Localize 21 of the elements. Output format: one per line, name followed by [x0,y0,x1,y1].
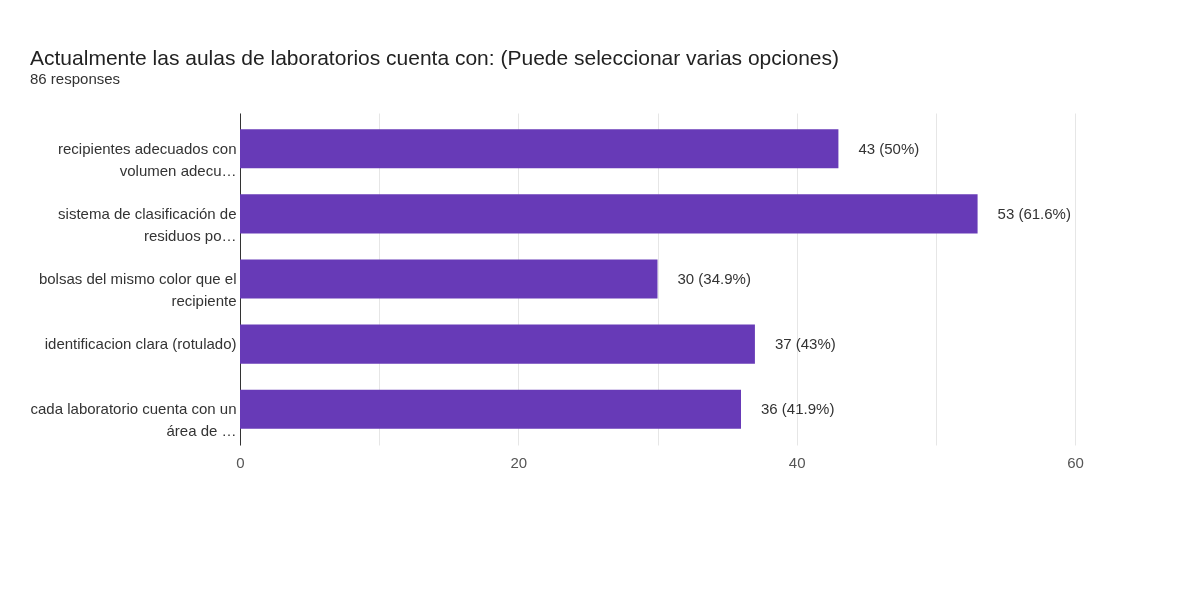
bar [240,194,978,234]
y-tick-label: bolsas del mismo color que el recipiente [38,270,237,309]
data-label: 30 (34.9%) [677,270,751,287]
y-tick-label: sistema de clasificación de residuos po… [58,204,237,244]
chart-title: Actualmente las aulas de laboratorios cuenta con: (Puede seleccionar varias opciones) [30,46,839,69]
data-label: 36 (41.9%) [761,400,835,418]
bar [240,259,658,299]
text: 86 responses [30,70,121,87]
x-tick-label: 60 [1067,453,1084,471]
x-tick-label: 0 [236,453,245,471]
data-label: 43 (50%) [858,139,920,157]
data-label: 53 (61.6%) [997,204,1071,222]
bar [240,389,741,429]
bar [240,324,755,364]
bar [240,129,839,169]
x-tick-label: 20 [510,453,528,471]
y-tick-label: recipientes adecuados con volumen adecu… [58,139,237,179]
x-tick-label: 40 [788,453,806,471]
y-tick-label: identificacion clara (rotulado) [44,335,237,353]
data-label: 37 (43%) [774,335,836,353]
y-tick-label: cada laboratorio cuenta con un área de … [30,400,237,440]
